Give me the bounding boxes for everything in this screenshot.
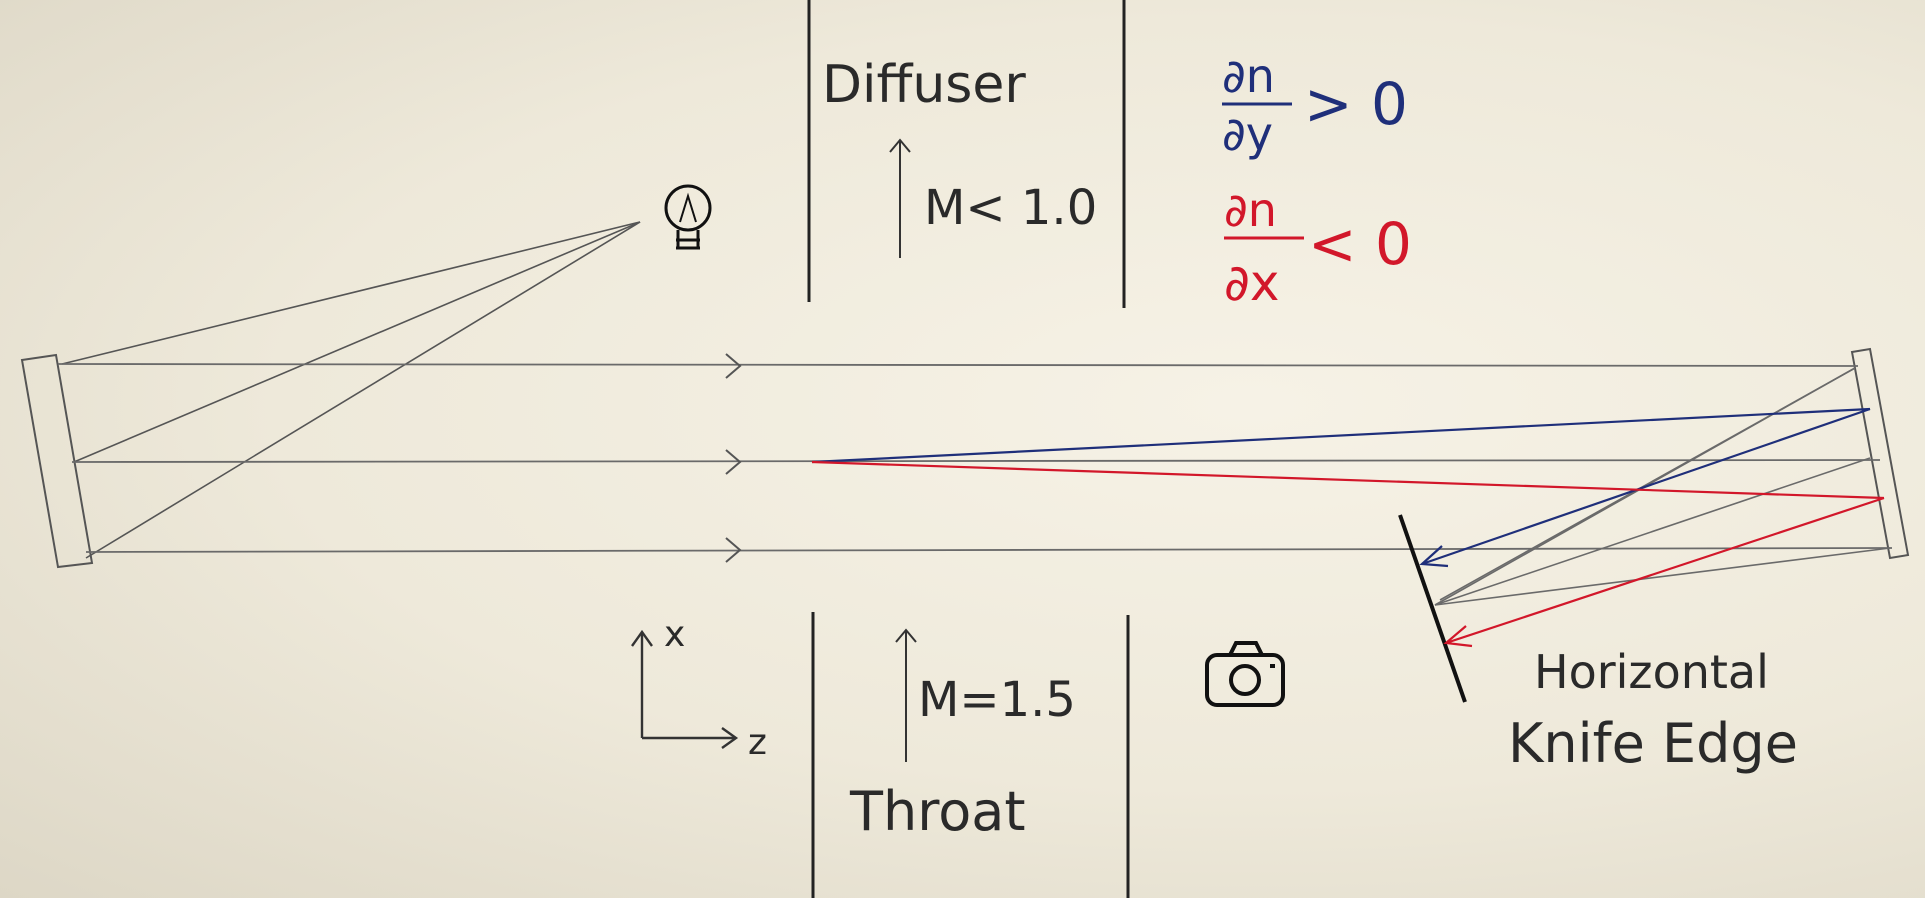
throat-mach-label: M=1.5 [918, 672, 1076, 728]
throat-label: Throat [849, 780, 1026, 843]
red-deflected-ray [811, 460, 1885, 648]
dn-dy-expression: ∂n ∂y > 0 [1222, 49, 1408, 161]
source-rays [61, 221, 641, 559]
diffuser-mach-label: M< 1.0 [924, 180, 1097, 236]
dn-dy-denominator: ∂y [1222, 107, 1273, 161]
dn-dy-relation: > 0 [1304, 70, 1408, 138]
throat-walls [811, 612, 1130, 898]
diffuser-label: Diffuser [822, 55, 1026, 115]
parallel-beams [57, 363, 1893, 553]
axis-x-label: x [664, 614, 685, 655]
diffuser-walls [807, 0, 1126, 308]
camera-icon [1205, 641, 1285, 707]
throat-flow-arrow [895, 628, 917, 762]
dn-dy-numerator: ∂n [1222, 49, 1275, 103]
blue-deflected-ray [811, 407, 1871, 568]
dn-dx-expression: ∂n ∂x < 0 [1224, 183, 1412, 312]
knife-edge-label-line2: Knife Edge [1508, 712, 1798, 775]
dn-dx-denominator: ∂x [1224, 254, 1279, 312]
knife-edge [1398, 514, 1467, 703]
dn-dx-relation: < 0 [1308, 210, 1412, 278]
dn-dx-numerator: ∂n [1224, 183, 1277, 237]
right-mirror [1850, 347, 1910, 560]
lightbulb-icon [664, 184, 712, 250]
coordinate-axes [631, 629, 739, 749]
diffuser-flow-arrow [889, 138, 911, 258]
axis-z-label: z [748, 722, 767, 763]
knife-edge-label-line1: Horizontal [1534, 645, 1769, 699]
converging-rays [1434, 367, 1891, 606]
beam-arrowheads [725, 353, 742, 563]
left-mirror [20, 353, 94, 569]
